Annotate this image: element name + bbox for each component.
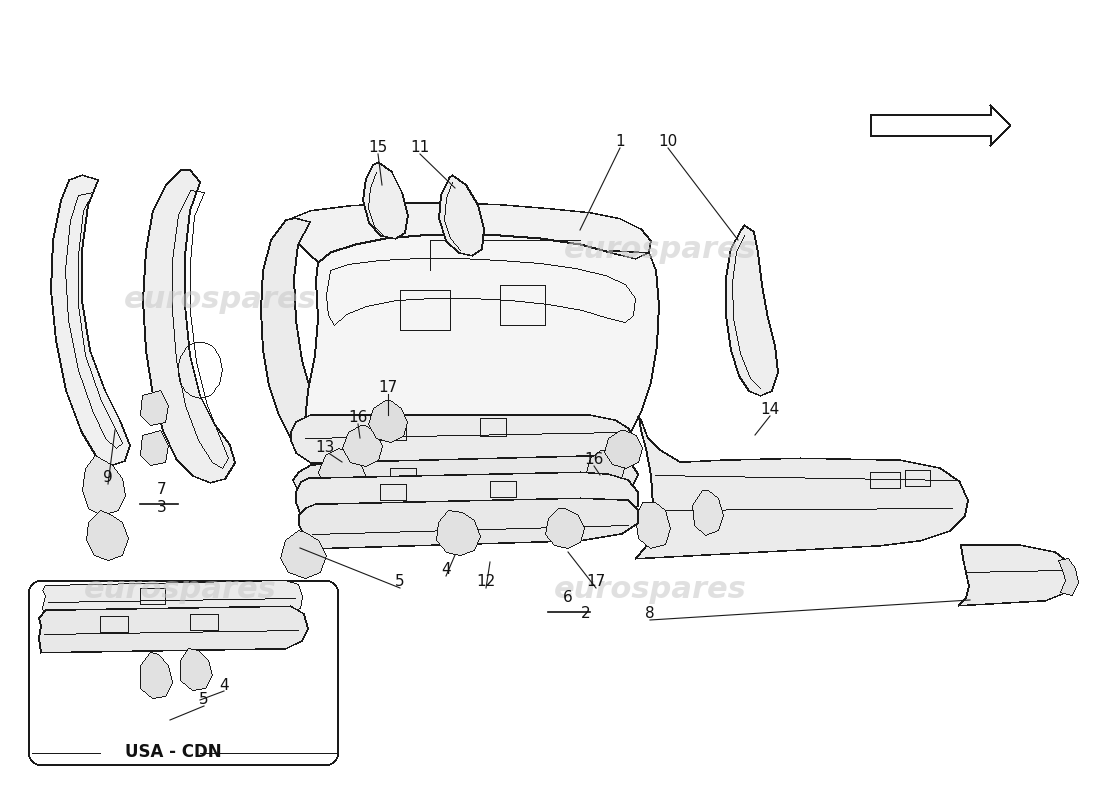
Text: 1: 1 xyxy=(615,134,625,150)
Text: eurospares: eurospares xyxy=(84,575,276,605)
Text: USA - CDN: USA - CDN xyxy=(124,743,221,761)
Text: 13: 13 xyxy=(316,441,334,455)
Text: 6: 6 xyxy=(563,590,573,606)
Text: eurospares: eurospares xyxy=(123,286,317,314)
Text: 11: 11 xyxy=(410,141,430,155)
Text: 3: 3 xyxy=(157,501,167,515)
Text: 16: 16 xyxy=(349,410,367,426)
Text: 16: 16 xyxy=(584,453,604,467)
Text: 5: 5 xyxy=(395,574,405,590)
Text: 17: 17 xyxy=(378,381,397,395)
Text: 10: 10 xyxy=(659,134,678,150)
Text: 17: 17 xyxy=(586,574,606,590)
Text: 4: 4 xyxy=(441,562,451,578)
Text: 8: 8 xyxy=(646,606,654,622)
Text: 5: 5 xyxy=(199,693,209,707)
Text: 14: 14 xyxy=(760,402,780,418)
Text: 15: 15 xyxy=(368,141,387,155)
Text: 12: 12 xyxy=(476,574,496,590)
Text: 4: 4 xyxy=(219,678,229,693)
Text: eurospares: eurospares xyxy=(553,575,747,605)
Text: 9: 9 xyxy=(103,470,113,486)
Text: 2: 2 xyxy=(581,606,591,622)
Text: eurospares: eurospares xyxy=(563,235,757,265)
Text: 7: 7 xyxy=(157,482,167,498)
